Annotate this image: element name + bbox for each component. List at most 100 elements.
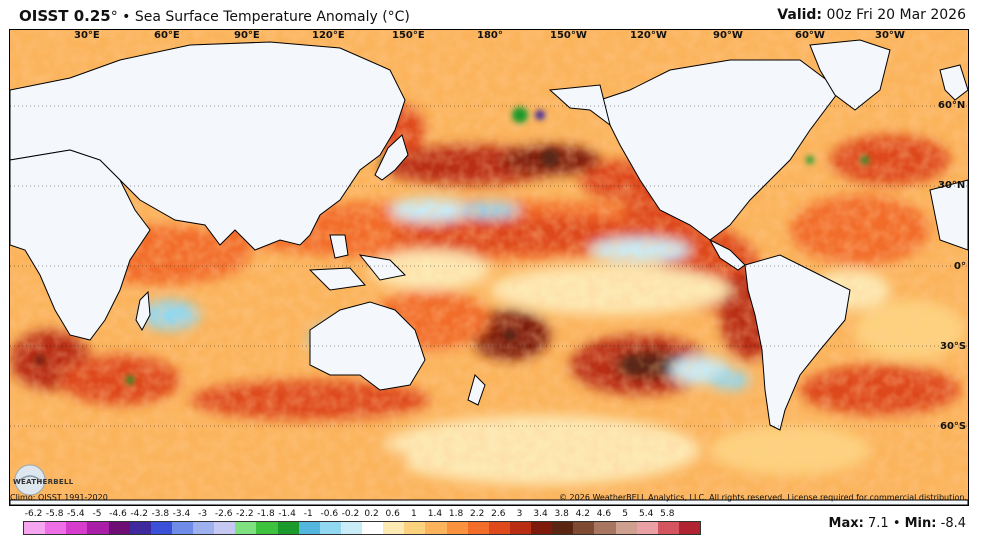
colorbar-tick-label: 3.4	[533, 509, 548, 519]
logo-text: WEATHERBELL	[13, 478, 74, 486]
colorbar-tick-label: 3.8	[554, 509, 569, 519]
colorbar-tick-label: 0.2	[364, 509, 379, 519]
lon-label: 180°	[477, 30, 503, 41]
colorbar-tick-label: 5.4	[639, 509, 654, 519]
colorbar-swatch	[446, 522, 468, 534]
colorbar-tick-label: -0.6	[320, 509, 339, 519]
weatherbell-logo	[14, 464, 46, 496]
colorbar-swatch	[573, 522, 595, 534]
colorbar-swatch	[129, 522, 151, 534]
valid-time: Valid: 00z Fri 20 Mar 2026	[777, 7, 966, 23]
colorbar-swatch	[108, 522, 130, 534]
colorbar-swatch	[340, 522, 362, 534]
lon-label: 90°E	[234, 30, 260, 41]
colorbar-tick-label: -4.6	[109, 509, 127, 519]
colorbar-swatch	[171, 522, 193, 534]
title-product: OISST 0.25	[19, 7, 111, 25]
separator: •	[892, 516, 901, 531]
min-value: -8.4	[940, 516, 966, 531]
colorbar-swatch	[24, 522, 46, 534]
land-masses	[10, 39, 968, 505]
map-title: OISST 0.25° • Sea Surface Temperature An…	[19, 7, 410, 25]
lon-label: 90°W	[713, 30, 743, 41]
valid-label: Valid:	[777, 7, 823, 23]
colorbar-swatch	[425, 522, 447, 534]
colorbar-tick-label: 2.2	[470, 509, 485, 519]
lat-label: 30°S	[940, 341, 967, 352]
colorbar-tick-label: 0.6	[385, 509, 400, 519]
copyright-note: © 2026 WeatherBELL Analytics, LLC. All r…	[559, 493, 967, 502]
colorbar-tick-label: -6.2	[24, 509, 43, 519]
max-min-readout: Max: 7.1 • Min: -8.4	[829, 516, 966, 531]
colorbar-swatch	[45, 522, 67, 534]
colorbar-labels: -6.2 -5.8 -5.4 -5 -4.6 -4.2 -3.8 -3.4 -3 -2.6 -2.2…	[0, 509, 720, 521]
colorbar-tick-label: 3	[516, 509, 523, 519]
lat-label: 0°	[954, 261, 966, 272]
colorbar-tick-label: -5.8	[45, 509, 64, 519]
colorbar-swatch	[552, 522, 574, 534]
colorbar-tick-label: -2.2	[236, 509, 254, 519]
colorbar-tick-label: -5	[92, 509, 102, 519]
colorbar-swatch	[531, 522, 553, 534]
colorbar-swatch	[319, 522, 341, 534]
lon-label: 150°W	[550, 30, 587, 41]
colorbar-swatch	[509, 522, 531, 534]
colorbar-swatch	[467, 522, 489, 534]
colorbar-tick-label: -3.8	[151, 509, 170, 519]
colorbar-tick-label: -3	[198, 509, 208, 519]
colorbar-swatch	[657, 522, 679, 534]
colorbar-swatch	[150, 522, 172, 534]
colorbar-swatch	[235, 522, 257, 534]
colorbar-tick-label: -1	[303, 509, 313, 519]
lat-label: 60°N	[938, 100, 966, 111]
max-value: 7.1	[867, 516, 889, 531]
colorbar-swatch	[362, 522, 384, 534]
colorbar-swatch	[594, 522, 616, 534]
colorbar-swatch	[87, 522, 109, 534]
colorbar-tick-label: 1.8	[448, 509, 464, 519]
colorbar-tick-label: 4.2	[575, 509, 590, 519]
colorbar-swatch	[404, 522, 426, 534]
lat-label: 30°N	[938, 180, 966, 191]
colorbar-swatch	[383, 522, 405, 534]
lon-label: 60°E	[154, 30, 180, 41]
colorbar-swatch	[636, 522, 658, 534]
colorbar-tick-label: 1.4	[427, 509, 443, 519]
colorbar-tick-label: -1.8	[257, 509, 275, 519]
max-label: Max:	[828, 516, 864, 531]
colorbar-tick-label: 1	[410, 509, 417, 519]
colorbar-tick-label: 5	[622, 509, 628, 519]
colorbar-tick-label: 4.6	[596, 509, 612, 519]
colorbar-tick-label: -2.6	[214, 509, 233, 519]
colorbar-swatch	[615, 522, 637, 534]
colorbar-swatch	[678, 522, 700, 534]
colorbar	[23, 521, 701, 535]
colorbar-tick-label: 2.6	[491, 509, 506, 519]
lat-label: 60°S	[940, 421, 967, 432]
colorbar-tick-label: -3.4	[172, 509, 191, 519]
lon-label: 150°E	[392, 30, 425, 41]
colorbar-swatch	[298, 522, 320, 534]
lon-label: 120°E	[312, 30, 345, 41]
climo-note: Climo: OISST 1991-2020	[10, 493, 108, 502]
sst-anomaly-map[interactable]: 30°E 60°E 90°E 120°E 150°E 180° 150°W 12…	[9, 29, 969, 506]
lon-label: 60°W	[795, 30, 825, 41]
colorbar-swatch	[488, 522, 510, 534]
colorbar-tick-label: -5.4	[67, 509, 85, 519]
colorbar-tick-label: 5.8	[660, 509, 675, 519]
colorbar-tick-label: -0.2	[341, 509, 360, 519]
colorbar-tick-label: -1.4	[278, 509, 296, 519]
colorbar-swatch	[193, 522, 215, 534]
title-description: ° • Sea Surface Temperature Anomaly (°C)	[110, 9, 410, 25]
lon-label: 30°E	[74, 30, 100, 41]
valid-value: 00z Fri 20 Mar 2026	[826, 7, 966, 23]
colorbar-swatch	[256, 522, 278, 534]
lon-label: 120°W	[630, 30, 667, 41]
map-canvas	[10, 30, 968, 505]
header: OISST 0.25° • Sea Surface Temperature An…	[0, 0, 984, 30]
lon-label: 30°W	[875, 30, 905, 41]
colorbar-swatch	[66, 522, 88, 534]
min-label: Min:	[904, 516, 937, 531]
colorbar-tick-label: -4.2	[130, 509, 148, 519]
colorbar-swatch	[214, 522, 236, 534]
